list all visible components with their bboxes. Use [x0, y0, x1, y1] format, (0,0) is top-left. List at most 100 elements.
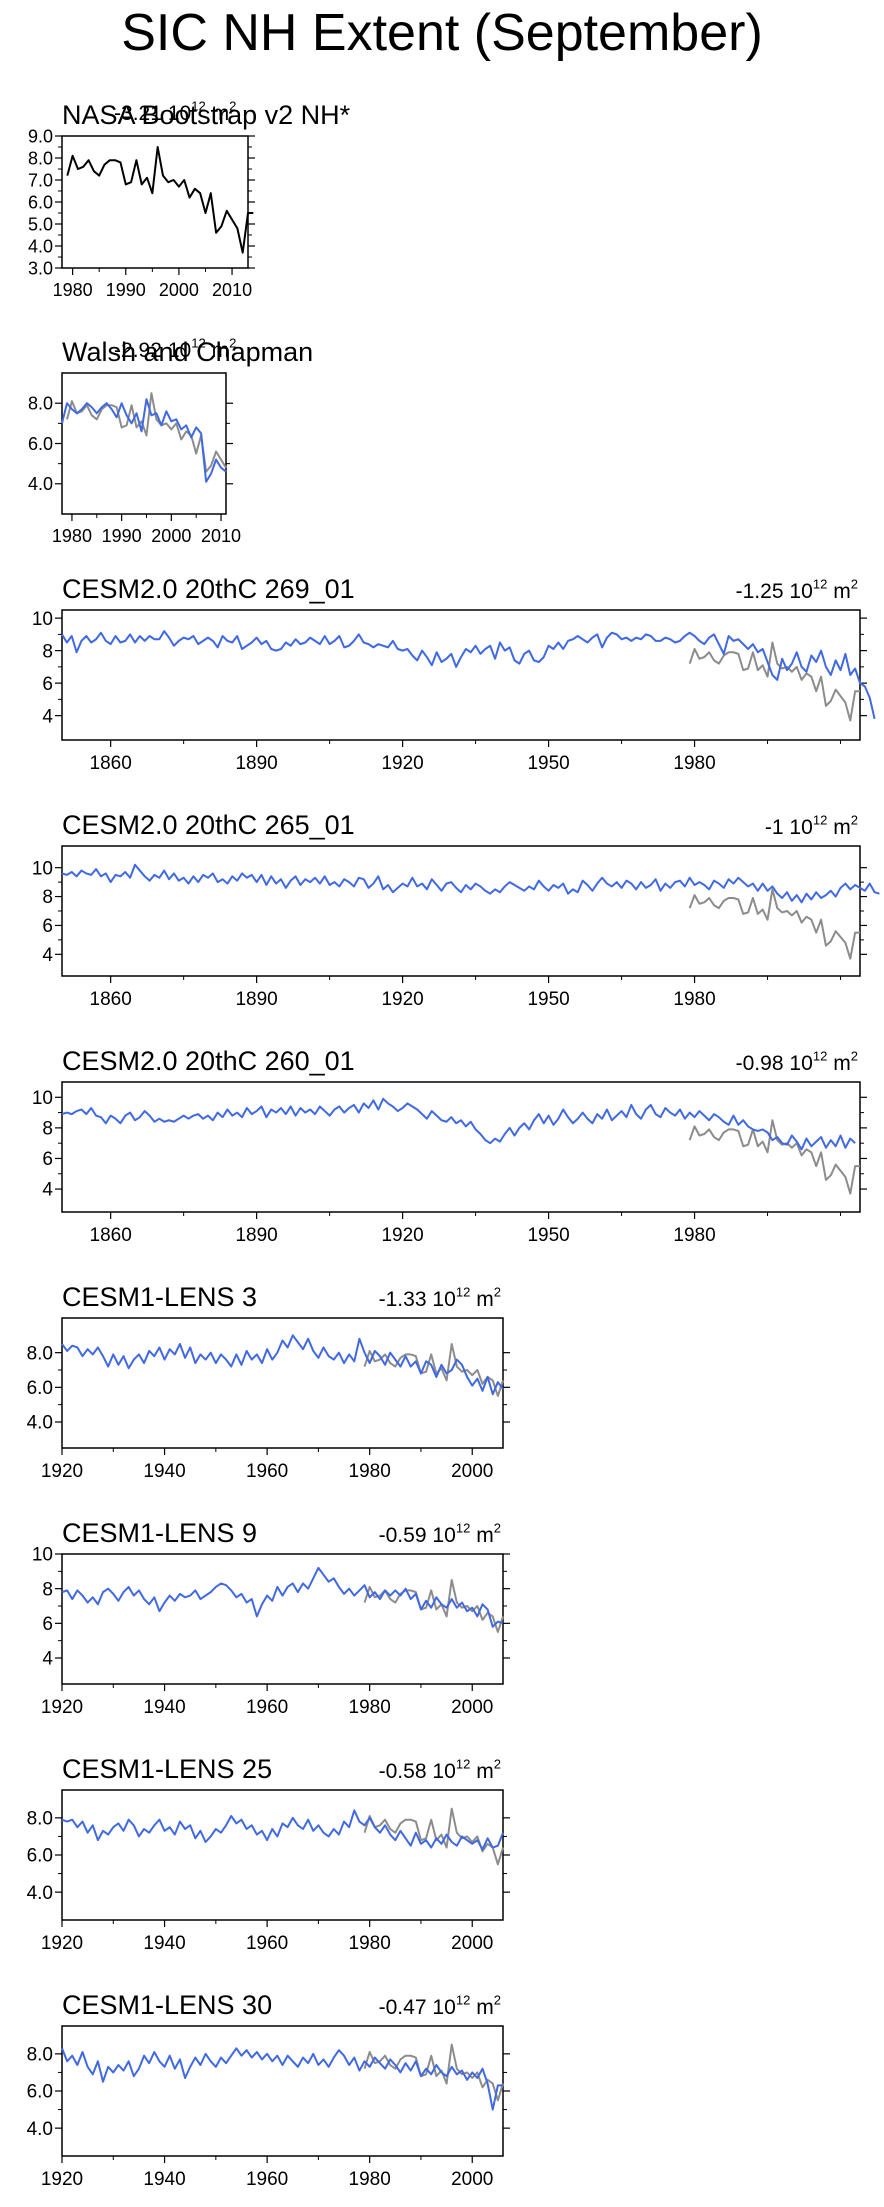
x-tick-label: 1860: [90, 1225, 132, 1246]
plot-frame: [61, 1317, 504, 1449]
x-tick-label: 1890: [235, 989, 277, 1010]
x-tick-label: 2000: [159, 280, 199, 300]
x-tick-label: 1920: [381, 1225, 423, 1246]
y-tick-label: 9.0: [28, 126, 53, 146]
series-line-obs_overlay: [363, 2043, 504, 2102]
y-tick-label: 4: [42, 1180, 53, 1201]
series-line-model: [61, 2047, 503, 2111]
y-tick-label: 8.0: [27, 1343, 53, 1364]
y-tick-label: 10: [32, 1545, 53, 1566]
panel-title: CESM1-LENS 3: [62, 1282, 257, 1312]
x-tick-label: 1920: [41, 1461, 83, 1482]
y-tick-label: 4.0: [28, 236, 53, 256]
trend-label: -3.21 1012 m2: [114, 99, 236, 125]
panel-title: CESM2.0 20thC 265_01: [62, 810, 355, 840]
chart-panel: CESM2.0 20thC 265_01 -1 1012 m2 4 6 8 10 1860 1…: [32, 810, 880, 1010]
series-line-model: [61, 1334, 504, 1396]
x-tick-label: 1940: [143, 1461, 185, 1482]
y-tick-label: 6.0: [28, 434, 53, 454]
trend-label: -1 1012 m2: [765, 813, 858, 839]
series-line-obs_overlay: [66, 392, 227, 473]
x-tick-label: 1920: [381, 753, 423, 774]
y-tick-label: 6: [42, 674, 53, 695]
y-tick-label: 6: [42, 1614, 53, 1635]
chart-panel: CESM1-LENS 9 -0.59 1012 m2 4 6 8 10 1920 1940 19…: [32, 1518, 510, 1718]
y-tick-label: 6.0: [27, 1846, 53, 1867]
y-tick-label: 4: [42, 706, 53, 727]
x-tick-label: 1920: [41, 1697, 83, 1718]
x-tick-label: 2000: [451, 1933, 493, 1954]
x-tick-label: 1960: [246, 1697, 288, 1718]
y-tick-label: 10: [32, 858, 53, 879]
x-tick-label: 1940: [143, 2169, 185, 2190]
series-line-model: [61, 1097, 856, 1151]
plot-frame: [61, 2025, 504, 2157]
x-tick-label: 1860: [90, 989, 132, 1010]
y-tick-label: 4.0: [28, 474, 53, 494]
y-tick-label: 4: [42, 945, 53, 966]
x-tick-label: 1890: [235, 1225, 277, 1246]
trend-label: -0.58 1012 m2: [379, 1757, 501, 1783]
chart-panel: NASA Bootstrap v2 NH*-3.21 1012 m2 3.04.0…: [28, 99, 351, 300]
y-tick-label: 8.0: [27, 2045, 53, 2066]
trend-label: -0.98 1012 m2: [736, 1049, 858, 1075]
series-line-model: [61, 863, 880, 904]
series-line-obs: [66, 146, 254, 254]
series-line-model: [61, 398, 227, 483]
y-tick-label: 10: [32, 1088, 53, 1109]
y-tick-label: 7.0: [28, 170, 53, 190]
x-tick-label: 2010: [201, 526, 241, 546]
x-tick-label: 1950: [527, 1225, 569, 1246]
panel-title: CESM2.0 20thC 269_01: [62, 574, 355, 604]
x-tick-label: 1960: [246, 2169, 288, 2190]
y-tick-label: 8.0: [28, 394, 53, 414]
panel-title: CESM2.0 20thC 260_01: [62, 1046, 355, 1076]
series-line-obs_overlay: [688, 1119, 860, 1195]
trend-label: -1.25 1012 m2: [736, 577, 858, 603]
y-tick-label: 4.0: [27, 2119, 53, 2140]
y-tick-label: 8: [42, 641, 53, 662]
y-tick-label: 10: [32, 609, 53, 630]
panel-title: CESM1-LENS 9: [62, 1518, 257, 1548]
page-title: SIC NH Extent (September): [121, 4, 763, 62]
y-tick-label: 4.0: [27, 1883, 53, 1904]
x-tick-label: 1920: [41, 2169, 83, 2190]
x-tick-label: 1980: [673, 989, 715, 1010]
series-line-obs_overlay: [688, 888, 860, 960]
y-tick-label: 8: [42, 887, 53, 908]
plot-frame: [61, 1789, 504, 1921]
series-line-obs_overlay: [363, 1807, 504, 1866]
x-tick-label: 2000: [451, 2169, 493, 2190]
trend-label: -0.59 1012 m2: [379, 1521, 501, 1547]
series-line-obs_overlay: [363, 1579, 504, 1633]
plot-frame: [61, 135, 249, 269]
x-tick-label: 1980: [673, 753, 715, 774]
plot-frame: [61, 609, 861, 741]
x-tick-label: 1920: [41, 1933, 83, 1954]
x-tick-label: 1960: [246, 1461, 288, 1482]
y-tick-label: 8: [42, 1579, 53, 1600]
plot-frame: [61, 1081, 861, 1213]
x-tick-label: 1980: [53, 280, 93, 300]
chart-panel: CESM2.0 20thC 269_01 -1.25 1012 m2 4 6 8 10 18…: [32, 574, 876, 774]
x-tick-label: 2000: [451, 1461, 493, 1482]
x-tick-label: 1940: [143, 1697, 185, 1718]
plot-frame: [61, 1553, 504, 1685]
x-tick-label: 1980: [349, 1697, 391, 1718]
panel-title: CESM1-LENS 30: [62, 1990, 272, 2020]
x-tick-label: 1940: [143, 1933, 185, 1954]
chart-panel: CESM1-LENS 25 -0.58 1012 m2 4.0 6.0 8.0 1920 1…: [27, 1754, 510, 1954]
x-tick-label: 1980: [673, 1225, 715, 1246]
x-tick-label: 1950: [527, 753, 569, 774]
chart-panel: CESM1-LENS 3 -1.33 1012 m2 4.0 6.0 8.0 1920 19…: [27, 1282, 510, 1482]
y-tick-label: 6.0: [27, 1378, 53, 1399]
x-tick-label: 1960: [246, 1933, 288, 1954]
trend-label: -2.92 1012 m2: [114, 336, 236, 362]
series-line-model: [61, 1809, 504, 1851]
chart-panel: CESM2.0 20thC 260_01 -0.98 1012 m2 4 6 8 10 18…: [32, 1046, 867, 1246]
plot-frame: [61, 845, 861, 977]
chart-panel: Walsh and Chapman-2.92 1012 m2 4.0 6.0 8.0 1…: [28, 336, 313, 546]
y-tick-label: 4: [42, 1649, 53, 1670]
series-line-obs_overlay: [688, 641, 860, 722]
